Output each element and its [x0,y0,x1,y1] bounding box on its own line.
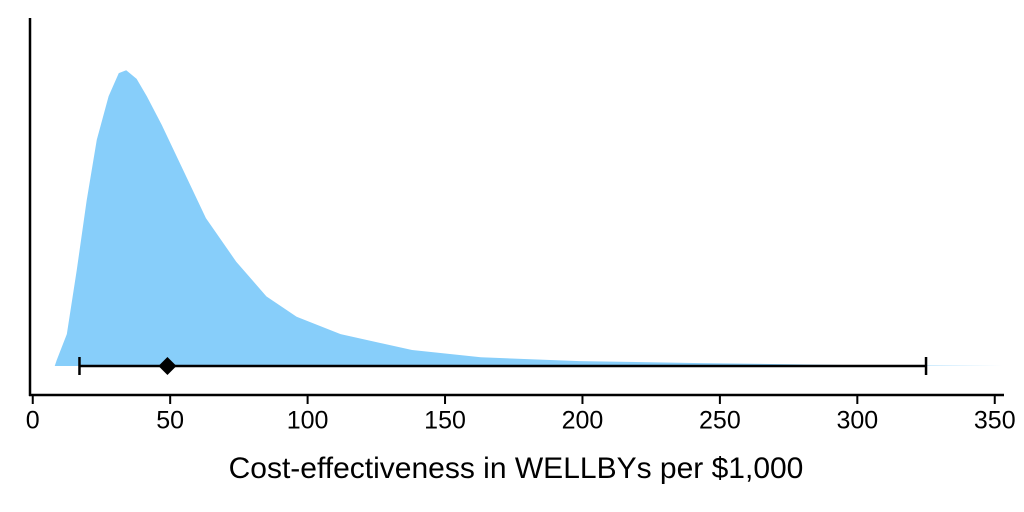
x-tick-label: 200 [562,407,604,435]
x-tick-label: 150 [424,407,466,435]
x-tick-label: 50 [156,407,184,435]
density-area [54,70,1003,366]
x-tick-label: 100 [287,407,329,435]
x-tick-label: 250 [699,407,741,435]
point-estimate [158,357,177,375]
x-tick-label: 300 [836,407,878,435]
x-tick-label: 350 [974,407,1016,435]
x-tick-label: 0 [26,407,40,435]
x-axis-title: Cost-effectiveness in WELLBYs per $1,000 [229,452,804,485]
